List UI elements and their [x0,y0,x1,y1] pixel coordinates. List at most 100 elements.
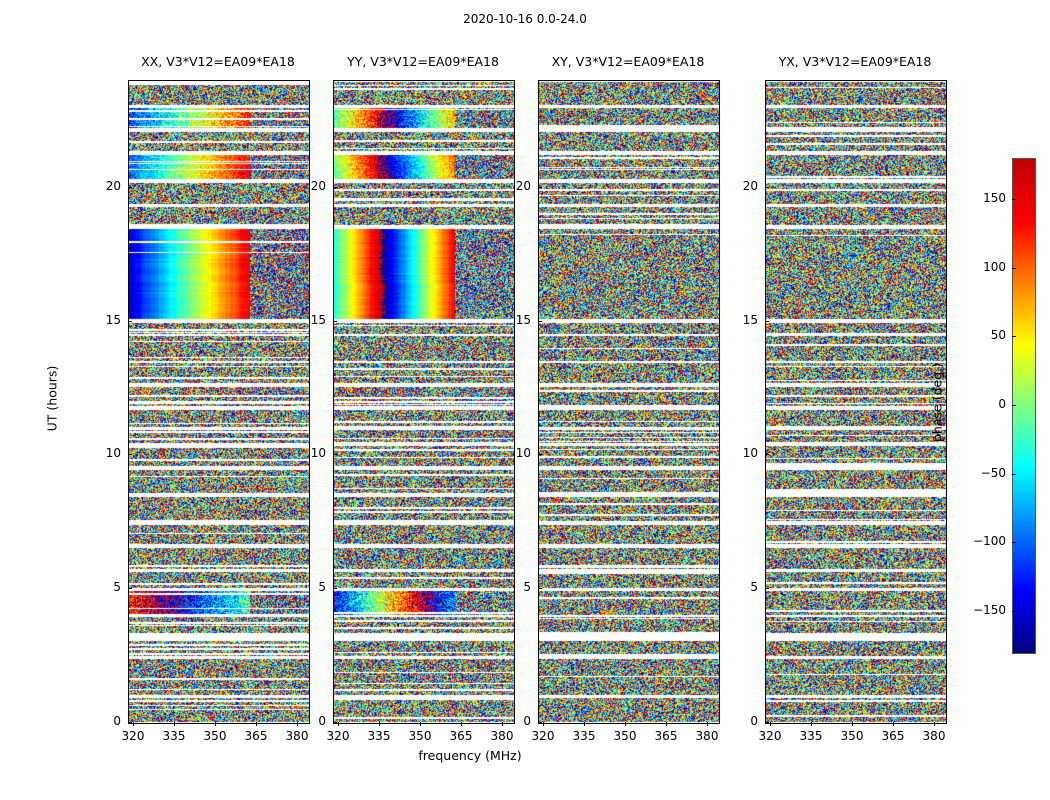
colorbar-tick-label: 50 [990,328,1006,342]
panel-title-yy: YY, V3*V12=EA09*EA18 [347,54,499,69]
y-tick-label: 0 [113,714,121,728]
heatmap-image-yx [766,81,946,723]
x-tickmark [666,722,667,726]
x-tick-label: 380 [285,729,309,743]
colorbar-tick-label: −50 [980,466,1006,480]
x-tick-label: 350 [613,729,637,743]
y-tick-label: 5 [113,580,121,594]
y-tickmark [765,454,769,455]
colorbar-tickmark [1012,474,1016,475]
colorbar-image [1013,159,1035,653]
colorbar-tick-label: 0 [998,397,1006,411]
colorbar-tickmark [1012,405,1016,406]
y-tickmark [333,722,337,723]
colorbar-label: phase (deg.) [929,363,945,442]
y-tickmark [333,321,337,322]
y-tickmark [765,187,769,188]
y-tickmark [128,321,132,322]
y-tickmark [538,454,542,455]
heatmap-panel-xy[interactable] [538,80,720,724]
figure-suptitle: 2020-10-16 0.0-24.0 [463,12,587,26]
x-tick-label: 365 [244,729,268,743]
y-tickmark [538,187,542,188]
colorbar-tick-label: −150 [973,603,1006,617]
x-tickmark [934,722,935,726]
y-tickmark [128,454,132,455]
y-tickmark [538,321,542,322]
y-tick-label: 20 [742,179,758,193]
x-tickmark [256,722,257,726]
heatmap-image-xy [539,81,719,723]
y-tick-label: 10 [105,446,121,460]
x-tickmark [174,722,175,726]
x-tickmark [893,722,894,726]
x-tick-label: 350 [408,729,432,743]
y-tick-label: 10 [310,446,326,460]
y-tick-label: 15 [310,313,326,327]
y-tickmark [333,187,337,188]
x-tick-label: 350 [840,729,864,743]
y-tick-label: 5 [750,580,758,594]
x-tick-label: 380 [695,729,719,743]
colorbar-tick-label: 100 [983,260,1006,274]
y-tickmark [538,588,542,589]
y-tick-label: 15 [515,313,531,327]
x-tickmark [133,722,134,726]
x-tickmark [852,722,853,726]
y-tickmark [333,588,337,589]
colorbar-tick-label: −100 [973,534,1006,548]
y-tick-label: 15 [742,313,758,327]
x-tick-label: 380 [490,729,514,743]
x-tickmark [584,722,585,726]
y-tick-label: 5 [318,580,326,594]
y-tick-label: 0 [318,714,326,728]
y-tick-label: 20 [310,179,326,193]
x-tick-label: 320 [758,729,782,743]
x-tickmark [420,722,421,726]
x-tickmark [770,722,771,726]
x-tick-label: 335 [162,729,186,743]
x-tickmark [811,722,812,726]
panel-title-yx: YX, V3*V12=EA09*EA18 [778,54,932,69]
y-tick-label: 20 [515,179,531,193]
colorbar-tick-label: 150 [983,191,1006,205]
x-tickmark [707,722,708,726]
colorbar-tickmark [1012,199,1016,200]
colorbar-tickmark [1012,336,1016,337]
y-tickmark [765,588,769,589]
x-tickmark [338,722,339,726]
y-tick-label: 10 [742,446,758,460]
x-tick-label: 335 [367,729,391,743]
x-tickmark [297,722,298,726]
heatmap-image-xx [129,81,309,723]
x-tickmark [625,722,626,726]
heatmap-panel-yx[interactable] [765,80,947,724]
y-tick-label: 0 [523,714,531,728]
y-tickmark [128,722,132,723]
x-tick-label: 320 [121,729,145,743]
heatmap-panel-yy[interactable] [333,80,515,724]
panel-title-xy: XY, V3*V12=EA09*EA18 [551,54,705,69]
x-tick-label: 365 [654,729,678,743]
x-tick-label: 335 [572,729,596,743]
x-tick-label: 365 [449,729,473,743]
x-tickmark [543,722,544,726]
colorbar-tickmark [1012,611,1016,612]
x-tick-label: 320 [531,729,555,743]
y-tick-label: 0 [750,714,758,728]
y-tick-label: 15 [105,313,121,327]
x-tick-label: 335 [799,729,823,743]
y-tick-label: 5 [523,580,531,594]
x-tick-label: 365 [881,729,905,743]
x-tickmark [502,722,503,726]
y-tickmark [765,321,769,322]
x-tickmark [215,722,216,726]
y-tick-label: 20 [105,179,121,193]
y-tickmark [128,187,132,188]
heatmap-panel-xx[interactable] [128,80,310,724]
x-axis-label: frequency (MHz) [418,748,522,763]
colorbar-gradient [1012,158,1036,654]
x-tickmark [379,722,380,726]
colorbar-tickmark [1012,268,1016,269]
